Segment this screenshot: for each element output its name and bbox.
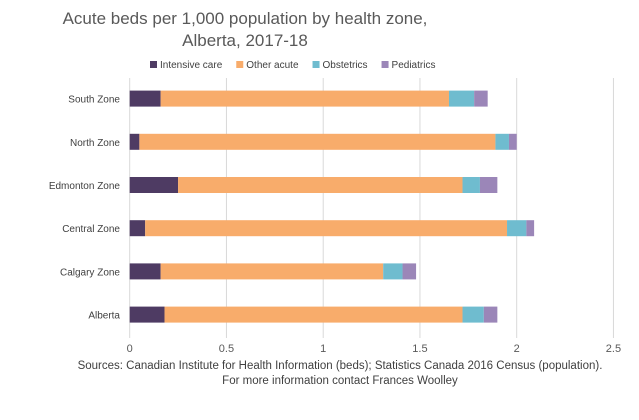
bar-segment bbox=[178, 177, 463, 193]
y-category-label: Alberta bbox=[88, 311, 120, 322]
bar-segment bbox=[402, 263, 417, 280]
y-category-label: Calgary Zone bbox=[60, 267, 120, 278]
bar-segment bbox=[483, 306, 498, 323]
bar-segment bbox=[129, 90, 161, 107]
bar-segment bbox=[508, 133, 517, 150]
bar-segment bbox=[129, 177, 179, 193]
bar-segment bbox=[164, 306, 463, 323]
y-category-label: North Zone bbox=[70, 138, 120, 149]
bar-segment bbox=[139, 133, 496, 150]
sources-line-1: Sources: Canadian Institute for Health I… bbox=[77, 360, 603, 372]
x-tick-label: 0.5 bbox=[219, 343, 234, 355]
bar-segment bbox=[160, 90, 449, 107]
legend-swatch bbox=[236, 61, 244, 68]
bar-segment bbox=[495, 133, 509, 150]
x-tick-label: 2.5 bbox=[606, 343, 621, 355]
bar-segment bbox=[129, 133, 140, 150]
legend-label: Pediatrics bbox=[392, 60, 436, 71]
chart-title: Acute beds per 1,000 population by healt… bbox=[0, 8, 490, 52]
bar-segment bbox=[129, 306, 165, 323]
bar-segment bbox=[145, 220, 508, 237]
sources-line-2: For more information contact Frances Woo… bbox=[222, 375, 458, 387]
legend-swatch bbox=[150, 61, 157, 68]
chart-title-line-2: Alberta, 2017-18 bbox=[182, 31, 308, 50]
bar-segment bbox=[448, 90, 475, 107]
bar-segment bbox=[129, 220, 146, 237]
bar-segment bbox=[479, 177, 498, 193]
x-tick-label: 2 bbox=[514, 343, 520, 355]
sources: Sources: Canadian Institute for Health I… bbox=[40, 359, 639, 389]
y-category-label: Edmonton Zone bbox=[49, 181, 121, 192]
y-category-label: South Zone bbox=[68, 95, 120, 106]
bar-segment bbox=[462, 177, 480, 193]
chart-title-line-1: Acute beds per 1,000 population by healt… bbox=[62, 9, 428, 28]
bar-segment bbox=[474, 90, 488, 107]
x-tick-label: 0 bbox=[127, 343, 133, 355]
x-tick-label: 1.5 bbox=[412, 343, 427, 355]
bar-segment bbox=[129, 263, 161, 280]
bar-segment bbox=[160, 263, 384, 280]
bar-segment bbox=[383, 263, 403, 280]
legend-label: Intensive care bbox=[160, 60, 223, 71]
bar-segment bbox=[462, 306, 484, 323]
legend-swatch bbox=[381, 61, 389, 68]
bar-segment bbox=[526, 220, 535, 237]
bar-segment bbox=[507, 220, 527, 237]
x-tick-label: 1 bbox=[320, 343, 326, 355]
y-category-label: Central Zone bbox=[62, 224, 120, 235]
legend-label: Obstetrics bbox=[323, 60, 368, 71]
legend-swatch bbox=[312, 61, 320, 68]
legend-label: Other acute bbox=[246, 60, 299, 71]
